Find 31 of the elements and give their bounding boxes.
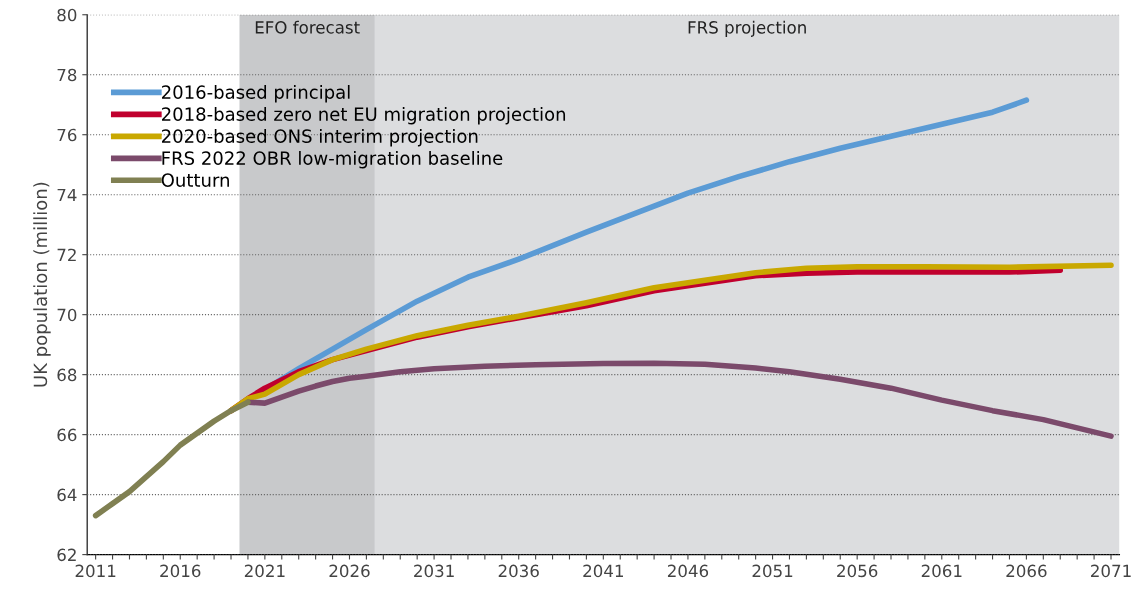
y-axis-title: UK population (million) [33,182,51,387]
y-tick-label: 74 [57,188,77,202]
band-label: EFO forecast [255,20,360,34]
y-tick-label: 70 [57,308,77,322]
x-tick-label: 2011 [75,564,116,578]
x-tick-label: 2061 [921,564,962,578]
legend-label: 2018-based zero net EU migration projection [162,106,566,125]
x-tick-label: 2066 [1006,564,1047,578]
y-tick-label: 78 [57,68,77,82]
x-tick-label: 2071 [1091,564,1131,578]
legend-label: FRS 2022 OBR low-migration baseline [162,150,503,169]
y-tick-label: 66 [57,428,77,442]
y-tick-label: 76 [57,128,77,142]
x-tick-label: 2041 [583,564,623,578]
y-tick-label: 68 [57,368,77,382]
x-tick-label: 2036 [498,564,539,578]
x-tick-label: 2046 [667,564,709,578]
y-tick-label: 62 [57,548,76,562]
legend-label: Outturn [161,173,229,187]
legend-label: 2020-based ONS interim projection [162,128,478,147]
x-tick-label: 2016 [160,564,201,578]
x-tick-label: 2026 [329,564,370,578]
y-tick-label: 72 [57,248,76,262]
x-tick-label: 2056 [837,564,878,578]
legend-label: 2016-based principal [162,84,350,103]
x-tick-label: 2051 [752,564,793,578]
x-tick-label: 2021 [244,564,285,578]
y-tick-label: 64 [57,488,77,502]
x-tick-label: 2031 [414,564,454,578]
band-label: FRS projection [688,20,806,37]
y-tick-label: 80 [57,8,77,22]
